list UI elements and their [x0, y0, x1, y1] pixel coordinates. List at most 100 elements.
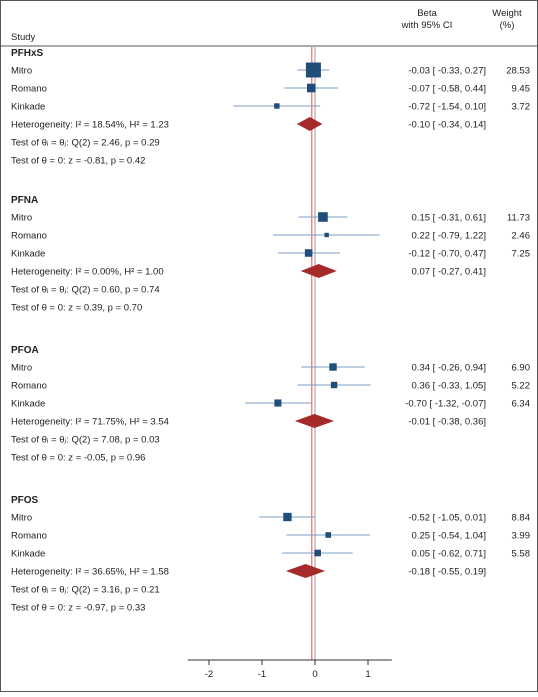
effect-marker	[314, 549, 321, 557]
overall-ci-text: -0.18 [ -0.55, 0.19]	[408, 567, 486, 578]
overall-row: Heterogeneity: I² = 18.54%, H² = 1.23 -0.…	[11, 117, 486, 131]
study-row: Kinkade -0.70 [ -1.32, -0.07] 6.34	[11, 399, 530, 410]
group-pfoa: PFOA Mitro 0.34 [ -0.26, 0.94] 6.90 Romano 0.…	[11, 345, 530, 464]
heterogeneity-text: Heterogeneity: I² = 36.65%, H² = 1.58	[11, 567, 169, 578]
effect-marker	[274, 399, 282, 407]
forest-rows: PFHxS Mitro -0.03 [ -0.33, 0.27] 28.53 Roman…	[11, 48, 530, 614]
study-name: Romano	[11, 531, 47, 542]
study-ci-text: 0.36 [ -0.33, 1.05]	[412, 381, 486, 392]
test-zero-text: Test of θ = 0: z = -0.97, p = 0.33	[11, 603, 145, 614]
study-name: Kinkade	[11, 399, 45, 410]
study-ci-text: 0.15 [ -0.31, 0.61]	[412, 213, 486, 224]
overall-diamond	[285, 564, 326, 578]
x-tick-label: 1	[365, 669, 370, 680]
test-equal-text: Test of θᵢ = θⱼ: Q(2) = 0.60, p = 0.74	[11, 285, 160, 296]
study-row: Romano 0.22 [ -0.79, 1.22] 2.46	[11, 231, 530, 242]
overall-row: Heterogeneity: I² = 71.75%, H² = 3.54 -0.…	[11, 414, 486, 428]
overall-row: Heterogeneity: I² = 0.00%, H² = 1.00 0.07…	[11, 264, 486, 278]
study-ci-text: 0.34 [ -0.26, 0.94]	[412, 363, 486, 374]
overall-diamond	[294, 414, 335, 428]
study-ci-text: -0.12 [ -0.70, 0.47]	[408, 249, 486, 260]
group-title: PFNA	[11, 195, 38, 206]
effect-marker	[330, 381, 338, 389]
overall-diamond	[296, 117, 323, 131]
study-row: Kinkade 0.05 [ -0.62, 0.71] 5.58	[11, 549, 530, 560]
overall-ci-text: -0.01 [ -0.38, 0.36]	[408, 417, 486, 428]
study-row: Mitro -0.52 [ -1.05, 0.01] 8.84	[11, 513, 530, 524]
header-weight-unit: (%)	[500, 20, 515, 31]
heterogeneity-text: Heterogeneity: I² = 71.75%, H² = 3.54	[11, 417, 169, 428]
effect-marker	[306, 83, 316, 93]
study-ci-text: 0.25 [ -0.54, 1.04]	[412, 531, 486, 542]
test-equal-text: Test of θᵢ = θⱼ: Q(2) = 3.16, p = 0.21	[11, 585, 160, 596]
x-tick-label: 0	[312, 669, 317, 680]
test-equal-text: Test of θᵢ = θⱼ: Q(2) = 7.08, p = 0.03	[11, 435, 160, 446]
group-title: PFOS	[11, 495, 39, 506]
study-name: Romano	[11, 381, 47, 392]
reference-lines	[311, 47, 316, 660]
study-ci-text: -0.72 [ -1.54, 0.10]	[408, 102, 486, 113]
study-ci-text: -0.52 [ -1.05, 0.01]	[408, 513, 486, 524]
overall-row: Heterogeneity: I² = 36.65%, H² = 1.58 -0.…	[11, 564, 486, 578]
effect-marker	[318, 212, 328, 222]
study-row: Kinkade -0.72 [ -1.54, 0.10] 3.72	[11, 102, 530, 113]
study-row: Romano 0.36 [ -0.33, 1.05] 5.22	[11, 381, 530, 392]
group-pfos: PFOS Mitro -0.52 [ -1.05, 0.01] 8.84 Romano 0…	[11, 495, 530, 614]
x-axis: -2 -1 0 1	[187, 659, 392, 680]
study-weight-text: 2.46	[512, 231, 531, 242]
study-row: Mitro 0.15 [ -0.31, 0.61] 11.73	[11, 212, 530, 224]
study-row: Mitro -0.03 [ -0.33, 0.27] 28.53	[11, 62, 530, 78]
study-row: Kinkade -0.12 [ -0.70, 0.47] 7.25	[11, 249, 530, 260]
header-beta: Beta	[417, 8, 437, 19]
x-tick-label: -2	[205, 669, 213, 680]
study-name: Mitro	[11, 363, 32, 374]
study-ci-text: 0.22 [ -0.79, 1.22]	[412, 231, 486, 242]
study-weight-text: 8.84	[512, 513, 531, 524]
effect-marker	[304, 249, 313, 257]
overall-diamond	[300, 264, 337, 278]
effect-marker	[305, 62, 321, 78]
study-ci-text: 0.05 [ -0.62, 0.71]	[412, 549, 486, 560]
test-zero-text: Test of θ = 0: z = 0.39, p = 0.70	[11, 303, 142, 314]
study-weight-text: 3.99	[512, 531, 531, 542]
study-name: Mitro	[11, 66, 32, 77]
effect-marker	[325, 532, 332, 538]
study-name: Mitro	[11, 213, 32, 224]
study-ci-text: -0.03 [ -0.33, 0.27]	[408, 66, 486, 77]
study-row: Mitro 0.34 [ -0.26, 0.94] 6.90	[11, 363, 530, 374]
study-row: Romano -0.07 [ -0.58, 0.44] 9.45	[11, 84, 530, 95]
study-weight-text: 5.58	[512, 549, 531, 560]
test-zero-text: Test of θ = 0: z = -0.05, p = 0.96	[11, 453, 145, 464]
overall-ci-text: -0.10 [ -0.34, 0.14]	[408, 120, 486, 131]
header-beta-ci: with 95% CI	[401, 20, 453, 31]
study-weight-text: 28.53	[506, 66, 530, 77]
heterogeneity-text: Heterogeneity: I² = 0.00%, H² = 1.00	[11, 267, 164, 278]
study-name: Romano	[11, 231, 47, 242]
study-name: Kinkade	[11, 249, 45, 260]
heterogeneity-text: Heterogeneity: I² = 18.54%, H² = 1.23	[11, 120, 169, 131]
study-name: Romano	[11, 84, 47, 95]
study-name: Mitro	[11, 513, 32, 524]
header-study: Study	[11, 32, 36, 43]
study-weight-text: 3.72	[512, 102, 531, 113]
x-tick-label: -1	[258, 669, 266, 680]
group-title: PFOA	[11, 345, 39, 356]
overall-ci-text: 0.07 [ -0.27, 0.41]	[412, 267, 486, 278]
study-weight-text: 7.25	[512, 249, 531, 260]
test-equal-text: Test of θᵢ = θⱼ: Q(2) = 2.46, p = 0.29	[11, 138, 160, 149]
group-title: PFHxS	[11, 48, 44, 59]
group-pfhxs: PFHxS Mitro -0.03 [ -0.33, 0.27] 28.53 Roman…	[11, 48, 530, 167]
test-zero-text: Test of θ = 0: z = -0.81, p = 0.42	[11, 156, 145, 167]
study-name: Kinkade	[11, 549, 45, 560]
study-weight-text: 6.34	[512, 399, 531, 410]
header-weight: Weight	[492, 8, 522, 19]
study-ci-text: -0.07 [ -0.58, 0.44]	[408, 84, 486, 95]
study-weight-text: 6.90	[512, 363, 531, 374]
study-row: Romano 0.25 [ -0.54, 1.04] 3.99	[11, 531, 530, 542]
study-name: Kinkade	[11, 102, 45, 113]
group-pfna: PFNA Mitro 0.15 [ -0.31, 0.61] 11.73 Romano 0…	[11, 195, 530, 314]
study-weight-text: 9.45	[512, 84, 531, 95]
